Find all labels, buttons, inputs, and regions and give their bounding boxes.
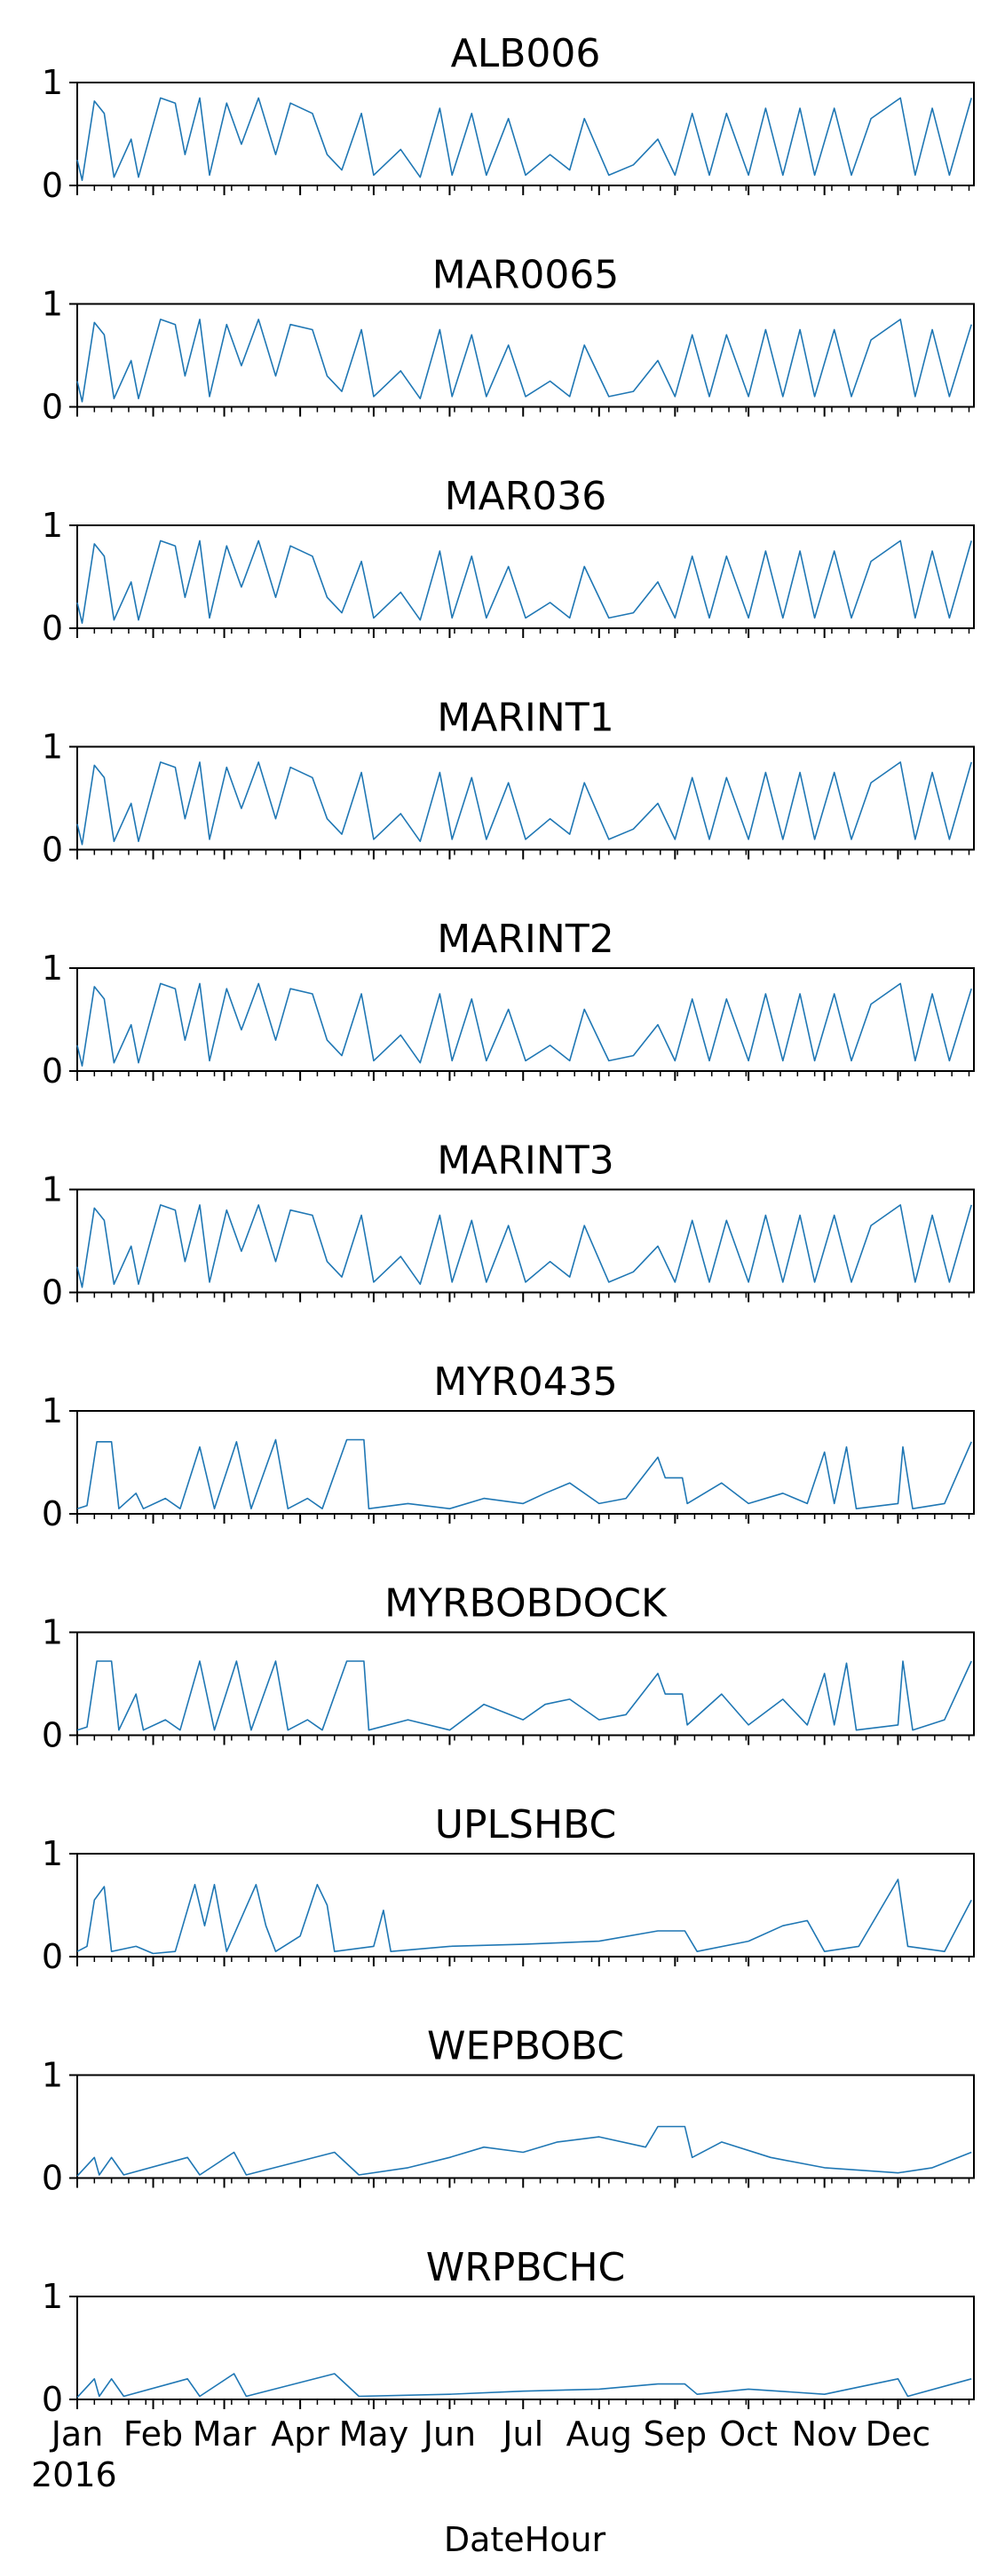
- y-tick-label: 0: [42, 166, 63, 205]
- series-line: [76, 1438, 972, 1509]
- panel-alb006: ALB006 0 1: [42, 31, 975, 205]
- y-tick-label: 0: [42, 609, 63, 648]
- panel-title: MARINT1: [437, 696, 613, 741]
- series-line: [76, 319, 972, 403]
- series-line: [76, 540, 972, 625]
- panel-wepbobc: WEPBOBC 0 1: [42, 2024, 975, 2198]
- series-line: [76, 1204, 972, 1288]
- y-tick-label: 1: [42, 2277, 63, 2316]
- plot-frame: [76, 82, 975, 186]
- panel-title: MYR0435: [433, 1359, 617, 1405]
- y-tick-label: 1: [42, 1834, 63, 1873]
- plot-frame: [76, 303, 975, 408]
- x-axis-year-label: 2016: [31, 2455, 117, 2494]
- series-line: [76, 1660, 972, 1731]
- x-axis-labels: Jan Feb Mar Apr May Jun Jul Aug Sep Oct Nov Dec: [50, 2415, 931, 2454]
- x-tick-label: May: [339, 2415, 409, 2454]
- plot-frame: [76, 745, 975, 851]
- panel-title: MAR036: [445, 474, 607, 519]
- x-axis-title: DateHour: [444, 2520, 606, 2559]
- plot-frame: [76, 1631, 975, 1737]
- panel-title: UPLSHBC: [435, 1802, 616, 1847]
- panel-uplshbc: UPLSHBC 0 1: [42, 1802, 975, 1976]
- plot-frame: [76, 1853, 975, 1958]
- x-tick-label: Apr: [271, 2415, 329, 2454]
- x-tick-label: Aug: [566, 2415, 632, 2454]
- y-tick-label: 1: [42, 506, 63, 545]
- y-tick-label: 1: [42, 1391, 63, 1430]
- y-tick-label: 1: [42, 63, 63, 102]
- panel-title: MARINT2: [437, 917, 613, 962]
- y-tick-label: 0: [42, 1273, 63, 1312]
- x-tick-label: Jan: [50, 2415, 104, 2454]
- plot-frame: [76, 2074, 975, 2179]
- y-tick-label: 1: [42, 949, 63, 988]
- panel-wrpbchc: WRPBCHC 0 1: [42, 2245, 975, 2419]
- x-tick-label: Nov: [792, 2415, 858, 2454]
- series-line: [76, 2373, 972, 2399]
- y-tick-label: 0: [42, 1052, 63, 1091]
- y-tick-label: 0: [42, 388, 63, 427]
- y-tick-label: 0: [42, 1937, 63, 1976]
- series-line: [76, 2125, 972, 2177]
- panel-mar036: MAR036 0 1: [42, 474, 975, 648]
- panels: ALB00601MAR006501MAR03601MARINT101MARINT…: [42, 31, 975, 2419]
- panel-marint2: MARINT2 0 1: [42, 917, 975, 1091]
- plot-frame: [76, 967, 975, 1072]
- y-tick-label: 1: [42, 285, 63, 324]
- y-tick-label: 0: [42, 2380, 63, 2419]
- y-tick-label: 0: [42, 1716, 63, 1755]
- plot-frame: [76, 2296, 975, 2400]
- series-line: [76, 761, 972, 846]
- y-tick-label: 1: [42, 1170, 63, 1209]
- panel-myr0435: MYR0435 0 1: [42, 1359, 975, 1533]
- panel-title: MARINT3: [437, 1138, 613, 1184]
- x-tick-label: Mar: [193, 2415, 257, 2454]
- panel-title: WRPBCHC: [426, 2245, 626, 2290]
- panel-mar0065: MAR0065 0 1: [42, 253, 975, 427]
- plot-frame: [76, 524, 975, 629]
- y-tick-label: 0: [42, 2159, 63, 2198]
- y-tick-label: 1: [42, 728, 63, 767]
- y-tick-label: 1: [42, 2056, 63, 2095]
- y-tick-label: 0: [42, 831, 63, 870]
- x-tick-label: Jul: [501, 2415, 543, 2454]
- plot-frame: [76, 1410, 975, 1515]
- panel-title: ALB006: [451, 31, 601, 76]
- panel-myrbobdock: MYRBOBDOCK 0 1: [42, 1581, 975, 1755]
- plot-frame: [76, 1188, 975, 1294]
- panel-marint1: MARINT1 0 1: [42, 696, 975, 870]
- series-line: [76, 97, 972, 181]
- series-line: [76, 1879, 972, 1955]
- x-tick-label: Feb: [123, 2415, 183, 2454]
- panel-title: MAR0065: [432, 253, 620, 298]
- panel-marint3: MARINT3 0 1: [42, 1138, 975, 1312]
- series-line: [76, 982, 972, 1067]
- x-tick-label: Sep: [644, 2415, 708, 2454]
- x-tick-label: Oct: [719, 2415, 778, 2454]
- x-tick-label: Jun: [422, 2415, 476, 2454]
- y-tick-label: 1: [42, 1613, 63, 1652]
- x-tick-label: Dec: [866, 2415, 931, 2454]
- panel-title: MYRBOBDOCK: [384, 1581, 668, 1627]
- panel-title: WEPBOBC: [427, 2024, 624, 2069]
- y-tick-label: 0: [42, 1494, 63, 1533]
